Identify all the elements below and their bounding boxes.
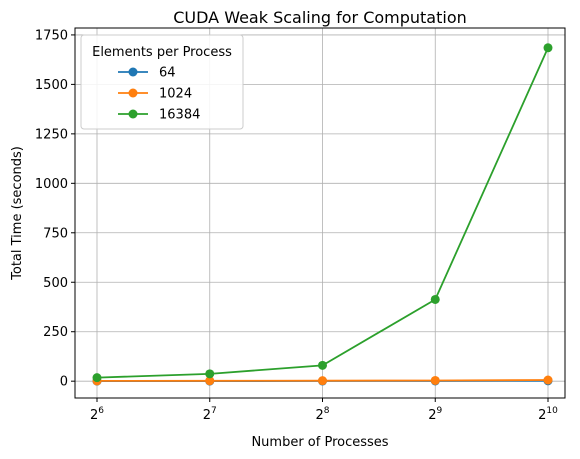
legend-marker (128, 67, 138, 77)
x-tick-label: 26 (90, 406, 104, 423)
data-point (318, 360, 327, 370)
data-point (205, 376, 215, 386)
legend-label: 64 (159, 66, 176, 81)
data-point (543, 43, 553, 53)
plot-area-frame (74, 27, 566, 399)
y-tick-label: 750 (43, 226, 68, 241)
data-point (430, 294, 440, 304)
y-tick-label: 1750 (35, 28, 68, 43)
x-tick-label: 27 (203, 406, 217, 423)
legend-entry: 1024 (118, 87, 192, 102)
legend-marker (128, 88, 138, 98)
legend-entries: 64 1024 16384 (118, 66, 200, 123)
x-tick-label: 210 (538, 406, 558, 423)
y-tick-label: 0 (60, 375, 68, 390)
legend-label: 1024 (159, 87, 192, 102)
data-point (430, 375, 440, 385)
axis-ticks: 26 27 28 29 210 0 250 500 750 1000 1250 1500 1750 (35, 28, 558, 423)
y-tick-label: 1000 (35, 177, 68, 192)
series-1024 (92, 375, 553, 386)
series-layer (92, 43, 553, 386)
y-tick-label: 250 (43, 325, 68, 340)
y-tick-label: 500 (43, 276, 68, 291)
data-point (92, 373, 102, 383)
data-point (543, 375, 553, 385)
chart-title: CUDA Weak Scaling for Computation (173, 8, 467, 27)
x-axis-label: Number of Processes (251, 435, 388, 450)
y-tick-label: 1250 (35, 127, 68, 142)
legend-label: 16384 (159, 108, 200, 123)
data-point (205, 369, 215, 379)
legend-marker (128, 109, 138, 119)
x-tick-label: 28 (315, 406, 329, 423)
legend-box (80, 34, 244, 130)
series-16384 (92, 43, 553, 383)
legend-title: Elements per Process (92, 45, 232, 60)
legend-entry: 64 (118, 66, 176, 81)
x-tick-label: 29 (428, 406, 442, 423)
y-tick-label: 1500 (35, 78, 68, 93)
data-point (318, 376, 327, 386)
legend-entry: 16384 (118, 108, 200, 123)
y-axis-label: Total Time (seconds) (10, 146, 25, 281)
legend: Elements per Process 64 1024 16384 (80, 34, 244, 130)
